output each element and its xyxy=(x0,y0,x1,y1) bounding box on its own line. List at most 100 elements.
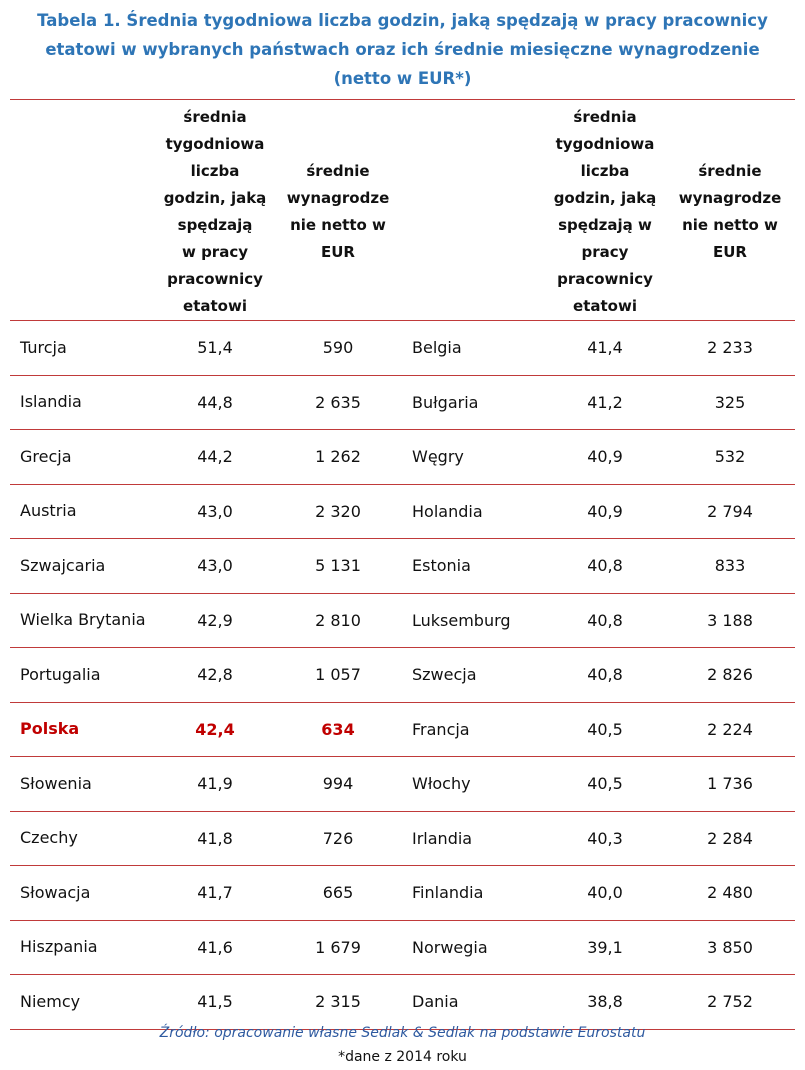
country-cell: Austria xyxy=(20,501,77,521)
salary-cell: 1 679 xyxy=(315,937,361,957)
country-cell: Włochy xyxy=(412,774,471,794)
table-row: Turcja 51,4 590 Belgia 41,4 2 233 xyxy=(10,321,795,376)
country-cell: Turcja xyxy=(20,337,67,357)
salary-cell: 2 315 xyxy=(315,992,361,1012)
country-cell: Luksemburg xyxy=(412,610,511,630)
hours-cell: 40,3 xyxy=(587,828,623,848)
table-body: Turcja 51,4 590 Belgia 41,4 2 233 Islandia 44,8… xyxy=(10,321,795,1030)
hours-cell: 41,8 xyxy=(197,828,233,848)
hours-cell: 40,0 xyxy=(587,883,623,903)
header-line: nie netto w xyxy=(682,216,778,234)
country-cell: Portugalia xyxy=(20,664,101,684)
country-cell: Holandia xyxy=(412,501,483,521)
header-line: w pracy xyxy=(181,243,248,261)
table-row: Grecja 44,2 1 262 Węgry 40,9 532 xyxy=(10,430,795,485)
country-cell: Grecja xyxy=(20,446,72,466)
table-row: Portugalia 42,8 1 057 Szwecja 40,8 2 826 xyxy=(10,648,795,703)
header-line: spędzają xyxy=(177,216,253,234)
table-row: Szwajcaria 43,0 5 131 Estonia 40,8 833 xyxy=(10,539,795,594)
country-cell: Węgry xyxy=(412,447,464,467)
table-row: Słowenia 41,9 994 Włochy 40,5 1 736 xyxy=(10,757,795,812)
footnote: *dane z 2014 roku xyxy=(338,1049,467,1065)
header-line: EUR xyxy=(713,243,747,261)
hours-cell: 41,6 xyxy=(197,937,233,957)
salary-cell: 2 826 xyxy=(707,665,753,685)
header-line: średnia xyxy=(183,108,247,126)
salary-cell: 2 635 xyxy=(315,392,361,412)
table-title: Tabela 1. Średnia tygodniowa liczba godz… xyxy=(0,6,805,93)
country-cell: Norwegia xyxy=(412,937,488,957)
hours-cell: 41,2 xyxy=(587,392,623,412)
country-cell: Polska xyxy=(20,719,80,739)
country-cell: Finlandia xyxy=(412,883,484,903)
hours-cell: 40,5 xyxy=(587,719,623,739)
hours-cell: 43,0 xyxy=(197,501,233,521)
country-cell: Irlandia xyxy=(412,828,473,848)
salary-cell: 325 xyxy=(714,392,746,412)
header-line: średnia xyxy=(573,108,637,126)
header-line: spędzają w xyxy=(558,216,652,234)
hours-cell: 38,8 xyxy=(587,992,623,1012)
header-line: pracy xyxy=(581,243,629,261)
hours-cell: 43,0 xyxy=(197,556,233,576)
source-note: Źródło: opracowanie własne Sedlak & Sedl… xyxy=(159,1025,646,1041)
hours-cell: 40,8 xyxy=(587,610,623,630)
hours-cell: 40,9 xyxy=(587,447,623,467)
header-line: pracownicy xyxy=(557,270,653,288)
salary-cell: 590 xyxy=(322,338,354,358)
hours-cell: 40,8 xyxy=(587,556,623,576)
country-cell: Estonia xyxy=(412,556,471,576)
salary-cell: 1 262 xyxy=(315,447,361,467)
salary-cell: 2 320 xyxy=(315,501,361,521)
salary-cell: 2 752 xyxy=(707,992,753,1012)
hours-cell: 41,5 xyxy=(197,992,233,1012)
header-line: średnie xyxy=(698,162,762,180)
salary-cell: 833 xyxy=(714,556,746,576)
hours-cell: 40,8 xyxy=(587,665,623,685)
header-line: godzin, jaką xyxy=(163,189,267,207)
header-salary-right: średnie wynagrodze nie netto w EUR xyxy=(670,104,790,320)
table-row: Polska 42,4 634 Francja 40,5 2 224 xyxy=(10,703,795,757)
header-line: liczba xyxy=(580,162,630,180)
salary-cell: 1 736 xyxy=(707,774,753,794)
salary-cell: 1 057 xyxy=(315,665,361,685)
country-cell: Słowacja xyxy=(20,882,91,902)
header-line: etatowi xyxy=(183,297,247,315)
country-cell: Szwajcaria xyxy=(20,555,106,575)
country-cell: Belgia xyxy=(412,338,462,358)
table-row: Hiszpania 41,6 1 679 Norwegia 39,1 3 850 xyxy=(10,921,795,975)
hours-cell: 42,8 xyxy=(197,665,233,685)
salary-cell: 2 480 xyxy=(707,883,753,903)
header-line: średnie xyxy=(306,162,370,180)
hours-cell: 39,1 xyxy=(587,937,623,957)
header-line: godzin, jaką xyxy=(553,189,657,207)
header-line: tygodniowa xyxy=(555,135,655,153)
top-rule xyxy=(10,99,795,100)
table-header: średnia tygodniowa liczba godzin, jaką spędz… xyxy=(10,104,795,321)
header-line: EUR xyxy=(321,243,355,261)
country-cell: Wielka Brytania xyxy=(20,610,146,630)
hours-cell: 51,4 xyxy=(197,338,233,358)
hours-cell: 42,4 xyxy=(195,719,235,739)
table-title-line-3: (netto w EUR*) xyxy=(333,69,472,88)
table-row: Wielka Brytania 42,9 2 810 Luksemburg 40,8 3 … xyxy=(10,594,795,648)
header-hours-right-text: średnia tygodniowa liczba godzin, jaką spędz… xyxy=(554,104,657,320)
hours-cell: 40,9 xyxy=(587,501,623,521)
table-row: Islandia 44,8 2 635 Bułgaria 41,2 325 xyxy=(10,376,795,430)
table-title-line-2: etatowi w wybranych państwach oraz ich ś… xyxy=(45,40,760,59)
country-cell: Słowenia xyxy=(20,773,92,793)
header-hours-right: średnia tygodniowa liczba godzin, jaką spędz… xyxy=(530,104,680,320)
hours-cell: 44,8 xyxy=(197,392,233,412)
salary-cell: 2 284 xyxy=(707,828,753,848)
salary-cell: 726 xyxy=(322,828,354,848)
hours-cell: 40,5 xyxy=(587,774,623,794)
country-cell: Francja xyxy=(412,719,470,739)
table-row: Czechy 41,8 726 Irlandia 40,3 2 284 xyxy=(10,812,795,866)
hours-cell: 44,2 xyxy=(197,447,233,467)
header-line: etatowi xyxy=(573,297,637,315)
country-cell: Szwecja xyxy=(412,665,477,685)
header-line: wynagrodze xyxy=(286,189,390,207)
salary-cell: 532 xyxy=(714,447,746,467)
header-line: wynagrodze xyxy=(678,189,782,207)
hours-cell: 41,9 xyxy=(197,774,233,794)
